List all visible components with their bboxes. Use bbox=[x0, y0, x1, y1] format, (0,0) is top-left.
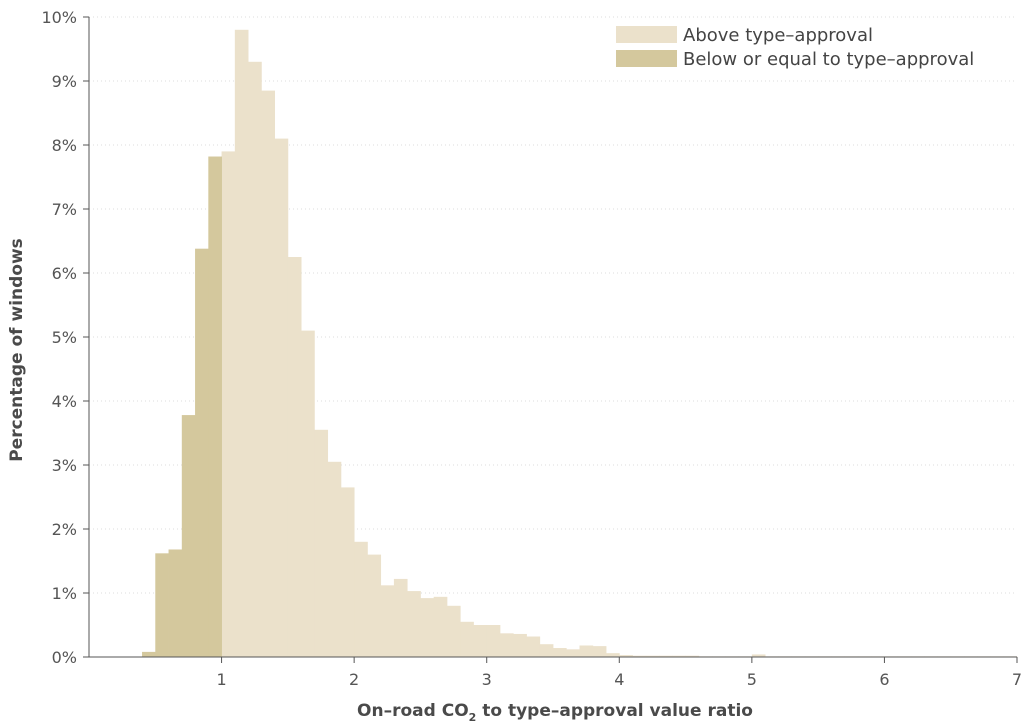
histogram-bar bbox=[606, 653, 620, 657]
y-tick-label: 2% bbox=[52, 520, 77, 539]
x-tick-label: 4 bbox=[614, 670, 624, 689]
histogram-bar bbox=[539, 644, 554, 657]
histogram-bar bbox=[751, 654, 766, 657]
x-axis-title-main: On–road CO bbox=[357, 701, 469, 721]
y-tick-label: 10% bbox=[41, 8, 77, 27]
tick-labels: 0% 1% 2% 3% 4% 5% 6% 7% 8% 9% 10% 1 2 3 4 5 6 7 bbox=[41, 8, 1022, 689]
histogram-bar bbox=[619, 655, 633, 657]
legend-label: Above type–approval bbox=[683, 25, 873, 46]
x-tick-label: 2 bbox=[349, 670, 359, 689]
histogram-bar bbox=[566, 649, 580, 657]
histogram-bar bbox=[367, 554, 382, 657]
x-tick-label: 6 bbox=[879, 670, 889, 689]
y-tick-label: 1% bbox=[52, 584, 77, 603]
x-tick-label: 3 bbox=[482, 670, 492, 689]
y-tick-label: 5% bbox=[52, 328, 77, 347]
histogram-bar bbox=[261, 90, 275, 658]
y-tick-label: 6% bbox=[52, 264, 77, 283]
histogram-bar bbox=[685, 655, 700, 657]
histogram-bar bbox=[221, 151, 236, 657]
x-axis-title: On–road CO2 to type–approval value ratio bbox=[357, 701, 753, 723]
y-tick-label: 7% bbox=[52, 200, 77, 219]
histogram-bar bbox=[287, 257, 302, 657]
x-axis-title-subscript: 2 bbox=[469, 711, 477, 723]
y-tick-label: 3% bbox=[52, 456, 77, 475]
histogram-bar bbox=[499, 633, 514, 657]
y-tick-label: 8% bbox=[52, 136, 77, 155]
x-axis-title-rest: to type–approval value ratio bbox=[476, 701, 753, 721]
histogram-bar bbox=[420, 598, 435, 657]
histogram-bar bbox=[672, 655, 686, 657]
histogram-bar bbox=[354, 541, 368, 657]
histogram-bar bbox=[274, 138, 289, 658]
histogram-bar bbox=[208, 156, 222, 657]
histogram-bar bbox=[195, 248, 209, 657]
y-tick-label: 4% bbox=[52, 392, 77, 411]
x-tick-label: 1 bbox=[216, 670, 226, 689]
histogram-bars bbox=[142, 29, 1018, 658]
histogram-bar bbox=[473, 625, 488, 657]
legend-label: Below or equal to type–approval bbox=[683, 49, 974, 70]
histogram-bar bbox=[314, 429, 329, 657]
histogram-bar bbox=[155, 553, 169, 657]
histogram-bar bbox=[645, 655, 660, 657]
histogram-bar bbox=[460, 621, 474, 657]
histogram-bar bbox=[327, 461, 342, 657]
histogram-bar bbox=[553, 648, 567, 657]
histogram-bar bbox=[513, 633, 527, 657]
histogram-bar bbox=[380, 585, 395, 657]
histogram-bar bbox=[526, 636, 541, 657]
histogram-bar bbox=[433, 596, 448, 657]
legend: Above type–approval Below or equal to typ… bbox=[616, 25, 974, 70]
histogram-bar bbox=[592, 646, 607, 657]
histogram-bar bbox=[181, 415, 196, 657]
histogram-bar bbox=[248, 61, 262, 658]
x-tick-label: 7 bbox=[1012, 670, 1022, 689]
histogram-bar bbox=[659, 655, 673, 657]
histogram-bar bbox=[393, 578, 408, 657]
histogram-bar bbox=[407, 591, 421, 657]
histogram-bar bbox=[168, 549, 183, 657]
histogram-bar bbox=[579, 645, 594, 657]
y-axis-title: Percentage of windows bbox=[7, 238, 27, 462]
histogram-bar bbox=[142, 651, 156, 657]
histogram-bar bbox=[446, 605, 461, 657]
histogram-bar bbox=[234, 29, 249, 658]
histogram-bar bbox=[301, 330, 315, 657]
histogram-bar bbox=[340, 487, 355, 657]
legend-swatch bbox=[616, 50, 677, 67]
histogram-bar bbox=[486, 625, 501, 657]
y-tick-label: 0% bbox=[52, 648, 77, 667]
legend-swatch bbox=[616, 26, 677, 43]
x-tick-label: 5 bbox=[747, 670, 757, 689]
y-tick-label: 9% bbox=[52, 72, 77, 91]
gridlines bbox=[89, 16, 1017, 594]
histogram-bar bbox=[632, 655, 647, 657]
